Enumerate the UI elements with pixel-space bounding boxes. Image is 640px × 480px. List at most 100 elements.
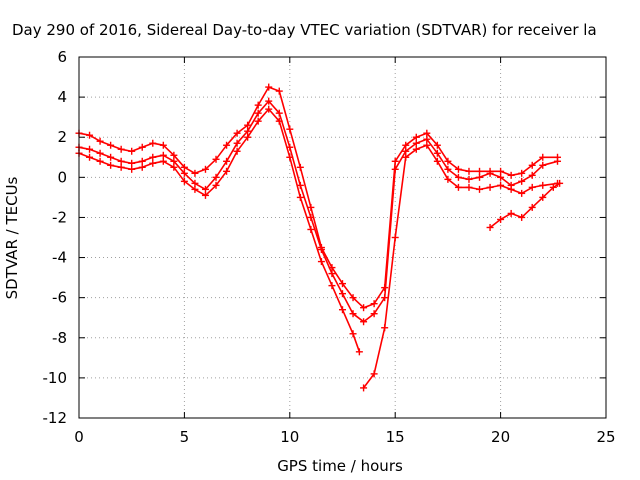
data-point xyxy=(296,181,304,189)
data-point xyxy=(370,300,378,308)
data-point xyxy=(233,129,241,137)
axis-ticks: 0 5 10 15 20 25 -12 -10 -8 -6 -4 -2 0 2 4 6 xyxy=(43,48,616,446)
data-point xyxy=(265,105,273,113)
x-tick-label: 0 xyxy=(74,428,84,446)
data-point xyxy=(307,225,315,233)
data-point xyxy=(528,183,536,191)
data-point xyxy=(201,165,209,173)
data-point xyxy=(412,133,420,141)
data-point xyxy=(86,153,94,161)
data-point xyxy=(138,143,146,151)
data-point xyxy=(556,179,564,187)
data-point xyxy=(96,149,104,157)
data-point xyxy=(233,147,241,155)
series-line xyxy=(78,86,559,309)
data-point xyxy=(454,173,462,181)
data-point xyxy=(528,203,536,211)
data-point xyxy=(201,185,209,193)
data-point xyxy=(518,169,526,177)
data-point xyxy=(444,165,452,173)
data-point xyxy=(328,270,336,278)
data-point xyxy=(86,131,94,139)
data-point xyxy=(507,171,515,179)
data-point xyxy=(244,121,252,129)
data-point xyxy=(317,258,325,266)
data-point xyxy=(212,181,220,189)
data-point xyxy=(96,157,104,165)
series-2 xyxy=(75,97,562,326)
data-point xyxy=(307,213,315,221)
data-point xyxy=(286,125,294,133)
x-tick-label: 15 xyxy=(386,428,405,446)
data-point xyxy=(518,177,526,185)
data-point xyxy=(191,169,199,177)
data-point xyxy=(381,294,389,302)
data-point xyxy=(370,310,378,318)
data-point xyxy=(391,157,399,165)
y-tick-label: 2 xyxy=(57,128,67,146)
data-point xyxy=(497,173,505,181)
data-point xyxy=(254,109,262,117)
data-point xyxy=(465,183,473,191)
data-point xyxy=(212,155,220,163)
data-point xyxy=(433,157,441,165)
data-point xyxy=(518,213,526,221)
data-point xyxy=(275,87,283,95)
data-point xyxy=(265,97,273,105)
data-point xyxy=(254,101,262,109)
data-point xyxy=(339,306,346,314)
data-point xyxy=(117,157,125,165)
data-point xyxy=(170,157,178,165)
data-point xyxy=(402,141,410,149)
data-point xyxy=(328,282,336,290)
data-point xyxy=(528,161,536,169)
data-point xyxy=(107,153,115,161)
data-point xyxy=(454,165,462,173)
data-point xyxy=(233,139,241,147)
x-axis-label: GPS time / hours xyxy=(277,457,403,475)
data-point xyxy=(454,183,462,191)
data-point xyxy=(138,157,146,165)
data-point xyxy=(191,185,199,193)
data-point xyxy=(412,145,420,153)
data-point xyxy=(360,384,368,392)
data-point xyxy=(497,181,505,189)
data-point xyxy=(212,173,220,181)
y-tick-label: -2 xyxy=(52,208,67,226)
y-tick-label: -12 xyxy=(43,409,68,427)
grid xyxy=(79,57,606,418)
y-tick-label: -4 xyxy=(52,249,67,267)
data-series xyxy=(75,83,564,392)
data-point xyxy=(180,169,188,177)
data-point xyxy=(423,141,431,149)
x-tick-label: 10 xyxy=(280,428,299,446)
data-point xyxy=(497,167,505,175)
y-tick-label: -10 xyxy=(43,369,68,387)
data-point xyxy=(423,129,431,137)
data-point xyxy=(339,290,346,298)
data-point xyxy=(107,161,115,169)
data-point xyxy=(507,185,515,193)
data-point xyxy=(286,153,294,161)
data-point xyxy=(128,159,136,167)
data-point xyxy=(107,141,115,149)
data-point xyxy=(476,167,484,175)
y-axis-label: SDTVAR / TECUs xyxy=(3,176,21,299)
data-point xyxy=(486,169,494,177)
series-line xyxy=(362,144,559,389)
data-point xyxy=(528,171,536,179)
data-point xyxy=(381,324,389,332)
data-point xyxy=(349,294,357,302)
data-point xyxy=(244,127,252,135)
data-point xyxy=(223,167,231,175)
series-1 xyxy=(75,83,562,312)
y-tick-label: 4 xyxy=(57,88,67,106)
data-point xyxy=(317,246,325,254)
data-point xyxy=(254,117,262,125)
data-point xyxy=(180,163,188,171)
data-point xyxy=(539,161,547,169)
data-point xyxy=(339,280,346,288)
data-point xyxy=(296,193,304,201)
data-point xyxy=(307,203,315,211)
x-tick-label: 25 xyxy=(596,428,615,446)
